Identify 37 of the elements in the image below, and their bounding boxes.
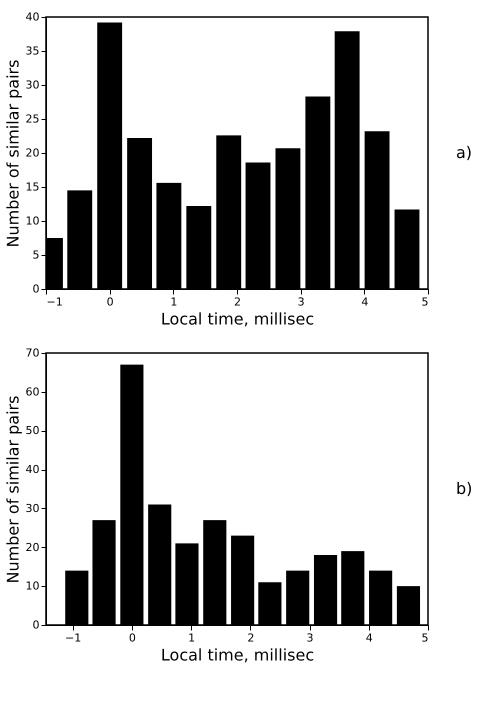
y-tick-label: 70 xyxy=(26,346,40,360)
x-axis-title: Local time, millisec xyxy=(160,310,314,328)
y-tick-label: 40 xyxy=(26,10,40,24)
y-tick-label: 10 xyxy=(26,214,40,228)
y-tick-label: 20 xyxy=(26,540,40,554)
text: b) xyxy=(456,479,472,498)
y-tick-label: 25 xyxy=(26,112,40,126)
x-tick-label: 3 xyxy=(298,296,305,308)
y-tick-label: 40 xyxy=(26,463,40,476)
x-tick-label: 3 xyxy=(306,632,314,644)
y-tick-label: 0 xyxy=(32,282,40,296)
text: a) xyxy=(456,143,472,162)
y-tick-label: 15 xyxy=(26,180,40,194)
x-tick-label: −1 xyxy=(46,296,63,308)
x-tick-label: 4 xyxy=(361,296,368,308)
y-tick-label: 20 xyxy=(26,146,40,160)
x-axis-title: Local time, millisec xyxy=(160,646,314,664)
x-tick-label: 2 xyxy=(234,296,241,308)
y-tick-label: 30 xyxy=(26,502,40,515)
x-tick-label: 5 xyxy=(422,296,428,308)
y-tick-label: 50 xyxy=(26,424,40,438)
x-tick-label: 1 xyxy=(188,632,196,644)
x-tick-label: 5 xyxy=(422,632,428,644)
y-tick-label: 30 xyxy=(26,78,40,92)
y-tick-label: 35 xyxy=(26,44,40,58)
y-axis-title: Number of similar pairs xyxy=(4,60,23,248)
x-tick-label: 4 xyxy=(366,632,373,644)
x-tick-label: 1 xyxy=(170,296,178,308)
y-tick-label: 5 xyxy=(32,248,40,262)
y-tick-label: 0 xyxy=(32,618,40,632)
y-axis-title: Number of similar pairs xyxy=(4,396,23,584)
y-tick-label: 10 xyxy=(26,580,40,593)
x-tick-label: 0 xyxy=(128,632,136,644)
x-tick-label: −1 xyxy=(65,632,82,644)
x-tick-label: 0 xyxy=(106,296,114,308)
y-tick-label: 60 xyxy=(26,385,40,398)
x-tick-label: 2 xyxy=(247,632,254,644)
